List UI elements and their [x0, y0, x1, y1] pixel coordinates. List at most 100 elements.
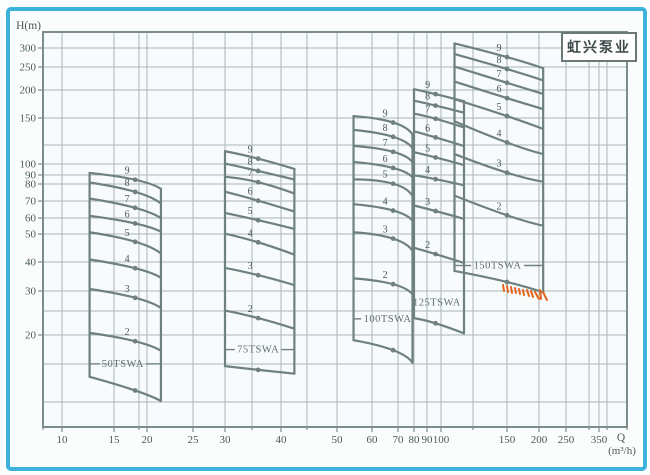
x-tick-label: 50 [332, 434, 344, 446]
rated-point-dot [132, 388, 138, 393]
x-tick-label: 15 [109, 434, 121, 446]
stage-number-label: 7 [497, 69, 502, 80]
scribble-stroke [522, 289, 525, 296]
y-tick-label: 150 [20, 113, 37, 125]
stage-number-label: 5 [497, 102, 502, 113]
brand-text: 虹兴泵业 [567, 41, 631, 56]
family-name-label: 50TSWA [102, 359, 144, 370]
y-tick-label: 100 [20, 159, 37, 171]
rated-point-dot [132, 205, 138, 211]
stage-number-label: 8 [425, 92, 430, 103]
rated-point-dot [255, 367, 261, 373]
stage-number-label: 2 [248, 304, 253, 315]
stage-number-label: 8 [248, 157, 253, 168]
rated-point-dot [390, 236, 396, 242]
y-tick-label: 40 [25, 257, 37, 269]
scribble-stroke [502, 284, 505, 292]
stage-number-label: 2 [497, 201, 502, 212]
rated-point-dot [132, 177, 138, 183]
stage-number-label: 9 [383, 109, 388, 120]
stage-number-label: 6 [125, 209, 130, 220]
rated-point-dot [433, 134, 438, 140]
stage-number-label: 9 [125, 166, 130, 177]
scribble-stroke [510, 286, 513, 294]
y-tick-label: 60 [25, 213, 37, 225]
rated-point-dot [504, 80, 510, 86]
rated-point-dot [390, 208, 396, 213]
stage-number-label: 4 [248, 228, 253, 239]
stage-number-label: 8 [125, 178, 130, 189]
y-tick-label: 250 [20, 62, 37, 74]
rated-point-dot [504, 140, 510, 145]
stage-number-label: 2 [125, 327, 130, 338]
rated-point-dot [390, 347, 396, 353]
scribble-stroke [530, 290, 534, 298]
rated-point-dot [255, 217, 261, 223]
x-tick-label: 20 [142, 434, 154, 446]
rated-point-dot [132, 265, 138, 271]
y-tick-label: 90 [25, 170, 37, 182]
x-tick-label: 80 [409, 434, 421, 446]
x-tick-label: 30 [220, 434, 232, 446]
scribble-stroke [506, 285, 509, 293]
x-axis-unit-top: Q [617, 432, 626, 444]
rated-point-dot [132, 239, 138, 245]
x-tick-label: 90 [422, 434, 434, 446]
rated-point-dot [132, 189, 138, 195]
x-tick-label: 25 [188, 434, 200, 446]
family-125TSWA: 2 3 4 5 6 7 89 125TSWA [412, 80, 466, 335]
y-tick-label: 30 [25, 286, 37, 298]
x-tick-label: 350 [591, 434, 608, 446]
rated-point-dot [433, 91, 438, 97]
family-name-label: 100TSWA [364, 314, 412, 325]
stage-number-label: 7 [125, 194, 130, 205]
scribble-stroke [542, 291, 548, 301]
rated-point-dot [390, 281, 396, 287]
family-100TSWA: 2 3 4 5 6 7 8 9 100TSWA [352, 109, 414, 364]
x-axis-unit-bottom: (m³/h) [608, 445, 636, 457]
rated-point-dot [504, 66, 510, 72]
rated-point-dot [132, 338, 138, 344]
rated-point-dot [433, 208, 438, 214]
stage-number-label: 6 [383, 154, 388, 165]
rated-point-dot [433, 155, 438, 160]
rated-point-dot [255, 168, 261, 174]
scribble-stroke [518, 288, 521, 295]
family-150TSWA: 2 3 4 5 6 7 89 150TSWA [453, 42, 545, 294]
stage-number-label: 8 [383, 123, 388, 134]
x-tick-label: 40 [276, 434, 288, 446]
y-axis-title: H(m) [16, 20, 41, 32]
family-name-label: 150TSWA [474, 261, 522, 272]
stage-number-label: 6 [425, 123, 430, 134]
scribble-stroke [514, 287, 517, 294]
x-tick-label: 10 [57, 434, 69, 446]
stage-number-label: 5 [425, 143, 430, 154]
stage-number-label: 2 [425, 240, 430, 251]
rated-point-dot [390, 120, 396, 125]
stage-number-label: 2 [383, 270, 388, 281]
rated-point-dot [255, 272, 261, 278]
stage-number-label: 5 [383, 170, 388, 181]
family-75TSWA: 2 3 4 5 6 789 75TSWA [223, 145, 296, 375]
rated-point-dot [255, 179, 261, 185]
stage-number-label: 3 [248, 261, 253, 272]
rated-point-dot [504, 113, 510, 119]
x-tick-label: 70 [393, 434, 405, 446]
rated-point-dot [132, 295, 138, 301]
rated-point-dot [433, 103, 438, 108]
stage-number-label: 9 [248, 145, 253, 156]
plot-frame [42, 31, 628, 428]
rated-point-dot [433, 320, 438, 326]
stage-number-label: 9 [425, 80, 430, 91]
rated-point-dot [504, 170, 510, 176]
y-tick-label: 200 [20, 85, 37, 97]
x-tick-label: 200 [531, 434, 548, 446]
plot-area [43, 32, 627, 427]
family-50TSWA: 2 3 4 5 6 7 89 50TSWA [88, 166, 163, 403]
y-tick-label: 20 [25, 330, 37, 342]
y-tick-label: 300 [20, 43, 37, 55]
stage-number-label: 4 [497, 129, 502, 140]
stage-number-label: 4 [425, 165, 430, 176]
